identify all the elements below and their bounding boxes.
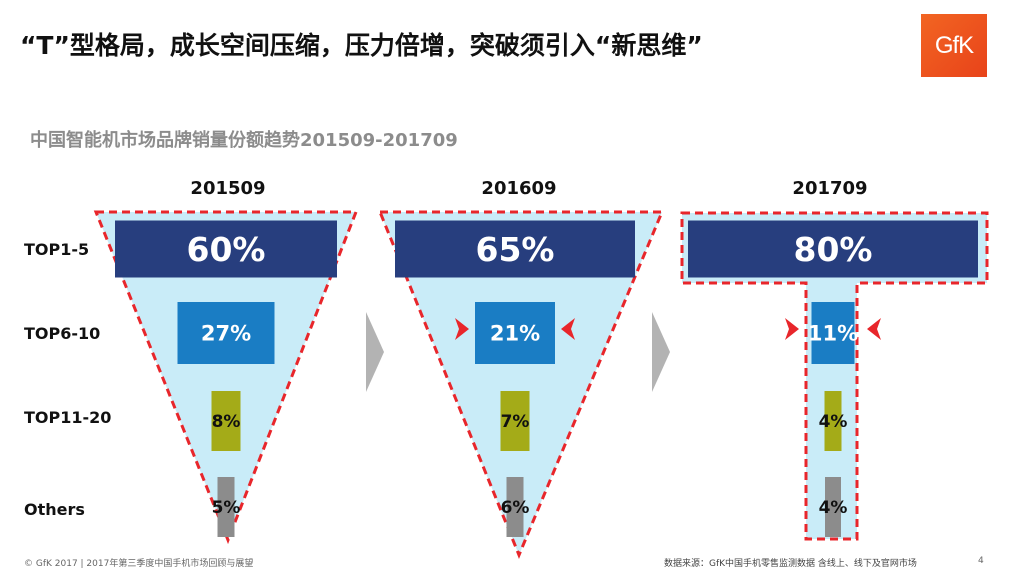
- bar-top1-5-201709: [688, 220, 978, 278]
- funnel-background-201509: [96, 212, 356, 540]
- bar-top1-5-201609: [395, 220, 635, 278]
- value-label-top1-5-201609: 65%: [476, 230, 555, 269]
- squeeze-arrow-right-201709: [867, 318, 881, 340]
- tshape-dashed-outline-201709: [680, 211, 989, 541]
- bar-others-201709: [825, 477, 841, 537]
- bar-top6-10-201609: [475, 302, 555, 364]
- transition-arrow-2: [652, 312, 670, 392]
- period-label-201509: 201509: [190, 178, 266, 199]
- value-label-others-201609: 6%: [501, 498, 530, 518]
- slide-title: “T”型格局，成长空间压缩，压力倍增，突破须引入“新思维”: [20, 31, 703, 60]
- period-label-201609: 201609: [481, 178, 557, 199]
- row-label-top6-10: TOP6-10: [24, 324, 101, 343]
- funnel-background-201609: [380, 212, 662, 555]
- footer-source: 数据来源：GfK中国手机零售监测数据 含线上、线下及官网市场: [664, 559, 917, 569]
- squeeze-arrow-right-201609: [561, 318, 575, 340]
- squeeze-arrow-left-201609: [455, 318, 469, 340]
- row-label-top1-5: TOP1-5: [24, 240, 90, 259]
- value-label-others-201709: 4%: [819, 498, 848, 518]
- value-label-top1-5-201509: 60%: [187, 230, 266, 269]
- bar-top11-20-201509: [211, 391, 241, 451]
- row-label-top11-20: TOP11-20: [24, 408, 112, 427]
- transition-arrow-1: [366, 312, 384, 392]
- row-label-others: Others: [24, 500, 85, 519]
- funnel-dashed-outline-201509: [93, 210, 359, 545]
- bar-top6-10-201509: [177, 302, 275, 364]
- funnel-dashed-outline-201609: [377, 210, 665, 559]
- value-label-top1-5-201709: 80%: [794, 230, 873, 269]
- page-number: 4: [978, 556, 984, 566]
- period-label-201709: 201709: [792, 178, 868, 199]
- bar-top1-5-201509: [115, 220, 337, 278]
- value-label-top6-10-201509: 27%: [201, 322, 251, 346]
- bar-top6-10-201709: [811, 302, 855, 364]
- footer-copyright: © GfK 2017 | 2017年第三季度中国手机市场回顾与展望: [24, 559, 254, 569]
- value-label-top6-10-201609: 21%: [490, 322, 540, 346]
- tshape-background-201709: [682, 213, 987, 539]
- value-label-top6-10-201709: 11%: [808, 322, 858, 346]
- bar-others-201609: [506, 477, 524, 537]
- value-label-others-201509: 5%: [212, 498, 241, 518]
- gfk-logo: GfK: [921, 14, 987, 77]
- bar-top11-20-201709: [824, 391, 842, 451]
- bar-others-201509: [217, 477, 235, 537]
- value-label-top11-20-201709: 4%: [819, 412, 848, 432]
- value-label-top11-20-201509: 8%: [212, 412, 241, 432]
- squeeze-arrow-left-201709: [785, 318, 799, 340]
- bar-top11-20-201609: [500, 391, 530, 451]
- value-label-top11-20-201609: 7%: [501, 412, 530, 432]
- chart-title: 中国智能机市场品牌销量份额趋势201509-201709: [30, 130, 458, 151]
